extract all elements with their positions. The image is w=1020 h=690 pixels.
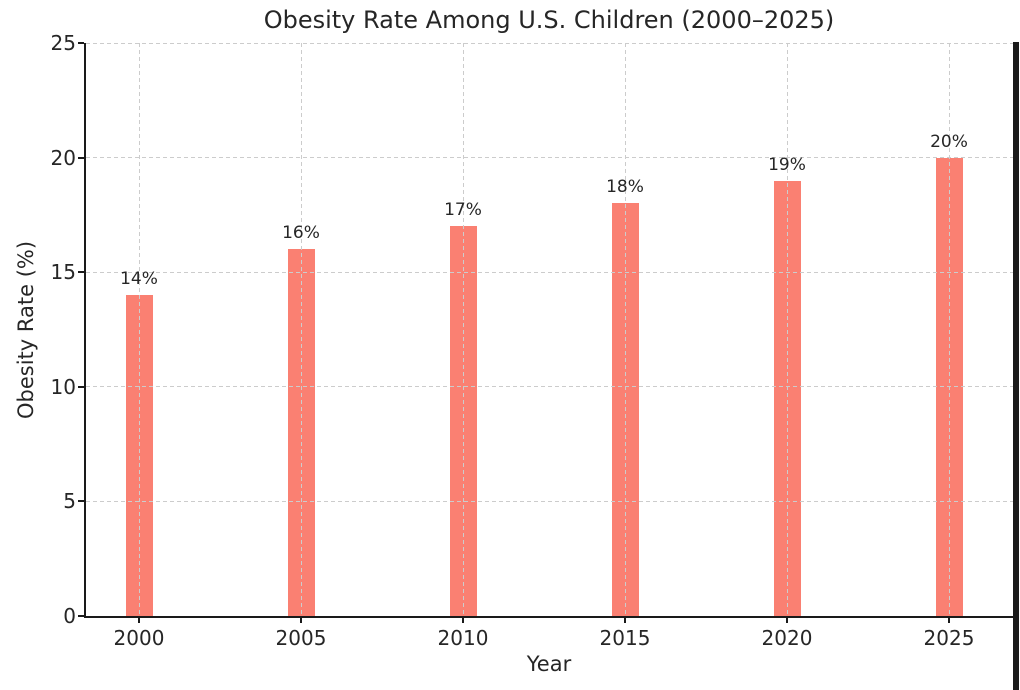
gridline-horizontal (86, 386, 1013, 388)
x-tick-label: 2005 (275, 626, 327, 650)
y-tick-mark (78, 271, 84, 274)
x-tick-mark (624, 618, 626, 623)
gridline-vertical (948, 43, 950, 616)
x-tick-mark (300, 618, 302, 623)
bar-value-label: 14% (120, 269, 158, 290)
gridline-vertical (786, 43, 788, 616)
y-axis-label: Obesity Rate (%) (14, 240, 38, 420)
bar (288, 249, 315, 616)
x-tick-label: 2000 (113, 626, 165, 650)
gridline-vertical (300, 43, 302, 616)
x-tick-label: 2010 (437, 626, 489, 650)
x-tick-label: 2015 (599, 626, 651, 650)
y-tick-mark (78, 500, 84, 503)
bar-value-label: 17% (444, 200, 482, 221)
bar (126, 295, 153, 616)
x-tick-label: 2025 (923, 626, 975, 650)
x-tick-mark (138, 618, 140, 623)
gridline-horizontal (86, 271, 1013, 273)
gridline-horizontal (86, 42, 1013, 44)
screen-edge-line (1013, 42, 1019, 690)
y-tick-label: 25 (50, 31, 76, 55)
y-tick-mark (78, 42, 84, 44)
x-axis-spine (84, 616, 1014, 618)
gridline-vertical (624, 43, 626, 616)
y-tick-label: 10 (50, 374, 76, 399)
y-tick-label: 5 (63, 489, 76, 514)
y-tick-label: 20 (50, 145, 76, 170)
gridline-vertical (138, 43, 140, 616)
bar (450, 226, 477, 616)
bar-value-label: 16% (282, 223, 320, 244)
x-tick-label: 2020 (761, 626, 813, 650)
y-tick-mark (78, 615, 84, 617)
gridline-horizontal (86, 157, 1013, 159)
y-axis-spine (84, 43, 86, 618)
gridline-vertical (462, 43, 464, 616)
y-tick-label: 0 (63, 604, 76, 628)
bar-value-label: 18% (606, 177, 644, 198)
gridline-horizontal (86, 500, 1013, 502)
bar-value-label: 20% (930, 131, 968, 152)
chart-title: Obesity Rate Among U.S. Children (2000–2… (263, 6, 835, 34)
x-tick-mark (462, 618, 464, 623)
y-tick-label: 15 (50, 260, 76, 285)
x-tick-mark (786, 618, 788, 623)
x-tick-mark (948, 618, 950, 623)
x-axis-label: Year (526, 652, 572, 676)
y-tick-mark (78, 156, 84, 159)
bar-value-label: 19% (768, 154, 806, 175)
y-tick-mark (78, 385, 84, 388)
bar (612, 203, 639, 616)
bar (774, 180, 801, 616)
